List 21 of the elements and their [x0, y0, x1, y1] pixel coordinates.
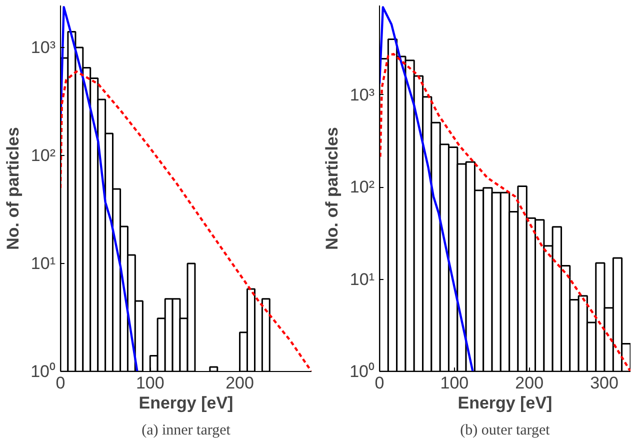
- y-tick-label: 10¹: [350, 270, 375, 289]
- text: (b) outer target: [460, 422, 551, 438]
- y-axis-title: No. of particles: [322, 127, 342, 250]
- y-tick-label: 10³: [350, 85, 375, 104]
- y-tick-label: 10²: [350, 178, 375, 197]
- x-tick-label: 200: [226, 374, 254, 392]
- x-axis-title: Energy [eV]: [138, 394, 234, 412]
- x-axis-title: Energy [eV]: [458, 394, 552, 412]
- x-tick-label: 0: [374, 374, 384, 392]
- x-tick-label: 200: [515, 374, 544, 392]
- y-axis-title: No. of particles: [4, 127, 23, 250]
- x-tick-label: 0: [56, 374, 66, 392]
- x-tick-label: 100: [440, 374, 469, 392]
- y-tick-label: 10³: [30, 38, 56, 58]
- y-tick-label: 10¹: [30, 254, 56, 274]
- y-tick-label: 10⁰: [30, 362, 56, 381]
- x-tick-label: 300: [590, 374, 618, 392]
- y-tick-label: 10⁰: [350, 362, 375, 381]
- text: (a) inner target: [142, 422, 232, 438]
- x-tick-label: 100: [136, 374, 164, 392]
- y-tick-label: 10²: [30, 146, 56, 166]
